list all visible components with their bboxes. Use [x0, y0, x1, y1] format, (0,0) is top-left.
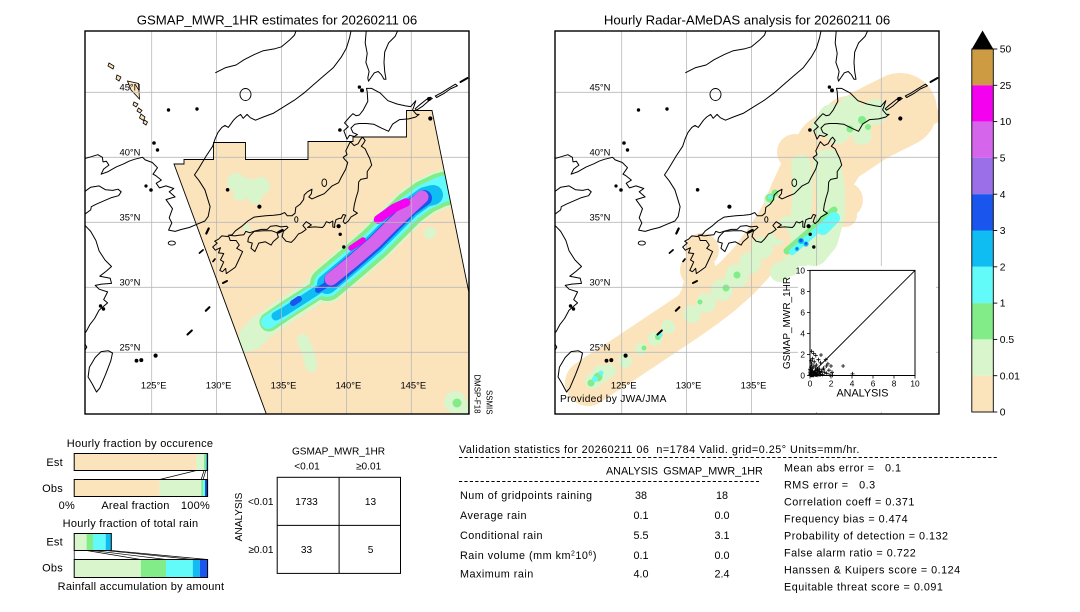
svg-text:GSMAP_MWR_1HR estimates for 20: GSMAP_MWR_1HR estimates for 20260211 06 [137, 13, 417, 28]
svg-text:8: 8 [800, 286, 805, 296]
svg-text:Num of gridpoints raining: Num of gridpoints raining [460, 490, 593, 502]
svg-text:25°N: 25°N [590, 342, 611, 353]
svg-text:2: 2 [1000, 262, 1006, 273]
svg-text:Hourly fraction of total rain: Hourly fraction of total rain [63, 518, 199, 530]
svg-text:Hourly Radar-AMeDAS analysis f: Hourly Radar-AMeDAS analysis for 2026021… [604, 13, 890, 28]
svg-text:6: 6 [871, 379, 876, 389]
svg-text:Est: Est [46, 537, 63, 549]
svg-text:135°E: 135°E [741, 380, 767, 391]
svg-text:4.0: 4.0 [633, 569, 648, 581]
svg-text:Conditional rain: Conditional rain [460, 530, 543, 542]
svg-text:2: 2 [800, 350, 805, 360]
svg-text:130°E: 130°E [676, 380, 702, 391]
svg-text:18: 18 [716, 490, 728, 502]
svg-text:Correlation coeff = 0.371: Correlation coeff = 0.371 [784, 497, 915, 509]
svg-text:25: 25 [1000, 81, 1012, 92]
svg-text:145°E: 145°E [400, 380, 426, 391]
svg-text:13: 13 [365, 497, 377, 508]
svg-text:Average rain: Average rain [460, 510, 527, 522]
svg-text:125°E: 125°E [141, 380, 167, 391]
svg-text:DMSP-F18: DMSP-F18 [473, 374, 482, 414]
svg-text:50: 50 [1000, 45, 1012, 56]
svg-text:Equitable threat score = 0.091: Equitable threat score = 0.091 [784, 581, 943, 593]
svg-text:35°N: 35°N [120, 212, 141, 223]
svg-text:30°N: 30°N [120, 277, 141, 288]
svg-text:0%: 0% [59, 500, 75, 512]
svg-text:130°E: 130°E [206, 380, 232, 391]
svg-text:5: 5 [368, 545, 374, 556]
svg-text:5.5: 5.5 [633, 530, 648, 542]
svg-text:30°N: 30°N [590, 277, 611, 288]
svg-text:ANALYSIS: ANALYSIS [606, 466, 658, 478]
svg-text:33: 33 [301, 545, 313, 556]
svg-text:False alarm ratio = 0.722: False alarm ratio = 0.722 [784, 548, 916, 560]
svg-text:<0.01: <0.01 [248, 497, 274, 508]
svg-text:≥0.01: ≥0.01 [248, 545, 274, 556]
svg-text:10: 10 [910, 379, 920, 389]
svg-text:ANALYSIS: ANALYSIS [836, 388, 888, 400]
svg-text:4: 4 [800, 329, 805, 339]
svg-text:38: 38 [635, 490, 647, 502]
svg-text:40°N: 40°N [120, 147, 141, 158]
svg-text:0.0: 0.0 [714, 510, 729, 522]
svg-text:1733: 1733 [295, 497, 318, 508]
svg-text:Rain volume (mm km2106): Rain volume (mm km2106) [460, 550, 597, 562]
svg-text:40°N: 40°N [590, 147, 611, 158]
svg-text:10: 10 [796, 265, 806, 275]
svg-text:5: 5 [1000, 154, 1006, 165]
svg-text:Obs: Obs [42, 563, 63, 575]
svg-text:35°N: 35°N [590, 212, 611, 223]
svg-text:8: 8 [892, 379, 897, 389]
svg-text:0: 0 [1000, 408, 1006, 419]
svg-text:Rainfall accumulation by amoun: Rainfall accumulation by amount [58, 581, 225, 593]
svg-text:Hourly fraction by occurence: Hourly fraction by occurence [67, 438, 213, 450]
svg-text:140°E: 140°E [336, 380, 362, 391]
svg-text:Areal fraction: Areal fraction [101, 500, 169, 512]
svg-text:0: 0 [800, 371, 805, 381]
svg-text:ANALYSIS: ANALYSIS [234, 492, 245, 541]
svg-text:RMS error = 0.3: RMS error = 0.3 [784, 480, 876, 492]
svg-text:Provided by JWA/JMA: Provided by JWA/JMA [560, 394, 667, 405]
svg-text:0.5: 0.5 [1000, 335, 1015, 346]
svg-text:GSMAP_MWR_1HR: GSMAP_MWR_1HR [292, 447, 385, 458]
svg-text:10: 10 [1000, 117, 1012, 128]
svg-text:GSMAP_MWR_1HR: GSMAP_MWR_1HR [663, 466, 763, 478]
svg-text:3: 3 [1000, 226, 1006, 237]
svg-text:0.01: 0.01 [1000, 371, 1020, 382]
svg-text:0.0: 0.0 [714, 550, 729, 562]
svg-text:GSMAP_MWR_1HR: GSMAP_MWR_1HR [782, 277, 793, 369]
svg-text:Obs: Obs [42, 483, 63, 495]
svg-text:Hanssen & Kuipers score = 0.12: Hanssen & Kuipers score = 0.124 [784, 564, 961, 576]
svg-text:0.1: 0.1 [633, 550, 648, 562]
svg-text:4: 4 [850, 379, 855, 389]
svg-text:≥0.01: ≥0.01 [356, 462, 382, 473]
svg-text:Est: Est [46, 457, 63, 469]
svg-text:Mean abs error = 0.1: Mean abs error = 0.1 [784, 463, 902, 475]
svg-text:135°E: 135°E [271, 380, 297, 391]
svg-text:125°E: 125°E [611, 380, 637, 391]
svg-text:4: 4 [1000, 190, 1006, 201]
svg-text:45°N: 45°N [120, 82, 141, 93]
svg-text:1: 1 [1000, 299, 1006, 310]
svg-text:Probability of detection = 0.1: Probability of detection = 0.132 [784, 531, 949, 543]
svg-text:3.1: 3.1 [714, 530, 729, 542]
svg-text:SSMIS: SSMIS [485, 390, 494, 415]
svg-text:0.1: 0.1 [633, 510, 648, 522]
svg-text:<0.01: <0.01 [294, 462, 320, 473]
svg-text:100%: 100% [181, 500, 210, 512]
svg-text:Maximum rain: Maximum rain [460, 569, 534, 581]
svg-text:2: 2 [829, 379, 834, 389]
svg-text:0: 0 [808, 379, 813, 389]
svg-text:25°N: 25°N [120, 342, 141, 353]
svg-text:Frequency bias = 0.474: Frequency bias = 0.474 [784, 514, 908, 526]
svg-text:Validation statistics for 2026: Validation statistics for 20260211 06 n=… [459, 444, 860, 456]
svg-text:45°N: 45°N [590, 82, 611, 93]
svg-text:2.4: 2.4 [714, 569, 729, 581]
svg-text:6: 6 [800, 307, 805, 317]
